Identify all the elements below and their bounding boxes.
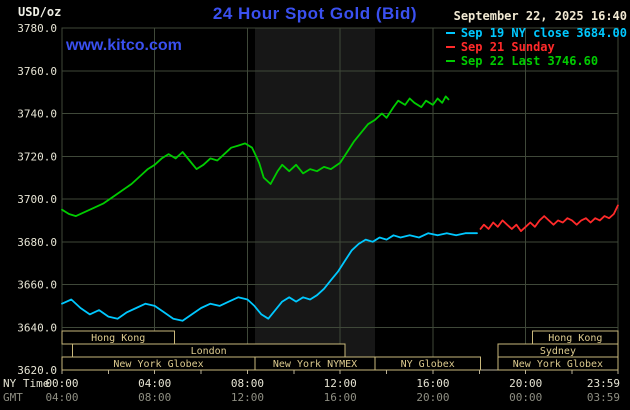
series-line-2 xyxy=(61,95,450,218)
legend-label: Sep 19 NY close 3684.00 xyxy=(460,26,627,40)
session-label: New York Globex xyxy=(113,359,203,370)
session-label: London xyxy=(191,346,227,357)
chart-title: 24 Hour Spot Gold (Bid) xyxy=(212,4,418,23)
x-tick-label-gmt: 00:00 xyxy=(509,391,542,404)
series-color-dash-icon xyxy=(445,60,455,62)
legend-label: Sep 21 Sunday xyxy=(460,40,555,54)
x-tick-label-gmt: 03:59 xyxy=(587,391,620,404)
session-box-new-york-globex xyxy=(497,356,619,371)
session-label: Sydney xyxy=(540,346,576,357)
x-tick-label-gmt: 12:00 xyxy=(231,391,264,404)
y-tick-label: 3660.0 xyxy=(17,279,57,292)
legend-item-sep19-close: Sep 19 NY close 3684.00 xyxy=(445,26,627,40)
x-tick-label-ny: 04:00 xyxy=(138,377,171,390)
session-label: New York NYMEX xyxy=(273,359,357,370)
legend: Sep 19 NY close 3684.00 Sep 21 Sunday Se… xyxy=(445,26,627,68)
x-axis-name-gmt: GMT xyxy=(3,391,23,404)
y-tick-label: 3720.0 xyxy=(17,150,57,163)
x-tick-label-ny: 08:00 xyxy=(231,377,264,390)
y-tick-label: 3620.0 xyxy=(17,364,57,377)
x-axis-name-ny-time: NY Time xyxy=(3,377,50,390)
kitco-watermark: www.kitco.com xyxy=(66,37,182,54)
y-axis-unit-label: USD/oz xyxy=(18,5,62,19)
y-tick-label: 3780.0 xyxy=(17,22,57,35)
series-line-1 xyxy=(479,204,619,233)
legend-item-sep21-sunday: Sep 21 Sunday xyxy=(445,40,627,54)
x-tick-label-ny: 16:00 xyxy=(416,377,449,390)
x-tick-label-gmt: 08:00 xyxy=(138,391,171,404)
x-tick-label-gmt: 04:00 xyxy=(45,391,78,404)
x-tick-label-ny: 23:59 xyxy=(587,377,620,390)
y-tick-label: 3640.0 xyxy=(17,321,57,334)
y-tick-label: 3680.0 xyxy=(17,236,57,249)
chart-datetime: September 22, 2025 16:40 xyxy=(453,9,627,23)
x-tick-label-ny: 12:00 xyxy=(324,377,357,390)
session-box-ny-globex xyxy=(374,356,481,371)
y-tick-label: 3700.0 xyxy=(17,193,57,206)
series-color-dash-icon xyxy=(445,32,455,34)
legend-item-sep22-last: Sep 22 Last 3746.60 xyxy=(445,54,627,68)
y-tick-label: 3740.0 xyxy=(17,108,57,121)
session-label: Hong Kong xyxy=(548,333,602,344)
x-tick-label-gmt: 20:00 xyxy=(416,391,449,404)
legend-label: Sep 22 Last 3746.60 xyxy=(460,54,599,68)
x-tick-label-ny: 20:00 xyxy=(509,377,542,390)
series-color-dash-icon xyxy=(445,46,455,48)
session-label: New York Globex xyxy=(513,359,603,370)
session-label: Hong Kong xyxy=(91,333,145,344)
y-tick-label: 3760.0 xyxy=(17,65,57,78)
x-tick-label-ny: 00:00 xyxy=(45,377,78,390)
session-label: NY Globex xyxy=(401,359,455,370)
series-line-0 xyxy=(61,232,478,322)
x-tick-label-gmt: 16:00 xyxy=(324,391,357,404)
